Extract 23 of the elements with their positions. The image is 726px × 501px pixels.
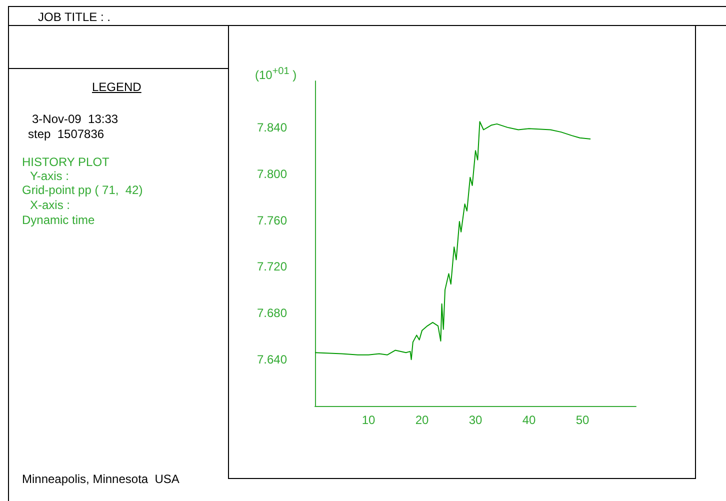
y-tick-label: 7.680	[256, 306, 288, 320]
text: X-axis :	[30, 198, 70, 212]
x-tick-label: 20	[415, 413, 429, 427]
text: Grid-point pp ( 71, 42)	[22, 183, 143, 197]
y-tick-label: 7.800	[256, 166, 288, 181]
text: 3-Nov-09 13:33	[32, 112, 118, 126]
text: HISTORY PLOT	[22, 155, 110, 169]
x-tick-label: 50	[576, 413, 590, 427]
text: step 1507836	[28, 127, 104, 141]
line-series	[314, 121, 592, 360]
y-tick-label: 7.760	[256, 213, 288, 228]
text: JOB TITLE : .	[38, 10, 110, 24]
y-tick-label: 7.840	[256, 120, 288, 134]
text: LEGEND	[92, 80, 142, 94]
x-tick-label: 10	[362, 413, 376, 427]
text: Dynamic time	[22, 213, 95, 227]
y-tick-label: 7.720	[256, 260, 288, 274]
y-axis-title: (10$^{+01}$ )	[255, 66, 297, 82]
text: Y-axis :	[30, 169, 69, 183]
x-tick-label: 40	[522, 413, 536, 427]
text: Minneapolis, Minnesota USA	[22, 472, 180, 486]
x-tick-label: 30	[468, 413, 482, 427]
y-tick-label: 7.640	[256, 352, 288, 367]
